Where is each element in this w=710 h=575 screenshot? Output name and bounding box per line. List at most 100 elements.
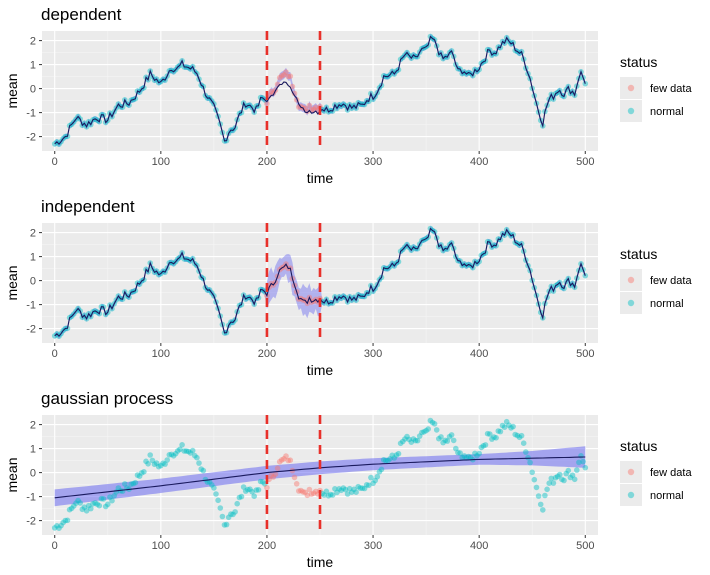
point-normal bbox=[531, 476, 538, 483]
point-normal bbox=[397, 440, 404, 447]
x-tick-label: 400 bbox=[470, 156, 488, 168]
point-normal bbox=[433, 427, 440, 433]
point-normal bbox=[506, 422, 512, 429]
point-few-data bbox=[276, 74, 283, 81]
point-normal bbox=[253, 487, 260, 493]
y-tick-label: 2 bbox=[30, 228, 36, 240]
legend-swatch-few-data bbox=[627, 84, 635, 92]
point-normal bbox=[259, 479, 266, 485]
point-few-data bbox=[300, 489, 306, 495]
point-normal bbox=[196, 460, 202, 466]
point-few-data bbox=[281, 456, 287, 462]
point-normal bbox=[554, 473, 561, 480]
legend-swatch-few-data bbox=[627, 276, 635, 284]
point-normal bbox=[338, 487, 345, 494]
point-normal bbox=[98, 495, 105, 502]
point-normal bbox=[438, 434, 444, 440]
y-tick-label: 0 bbox=[30, 84, 36, 96]
confidence-ribbon bbox=[54, 446, 586, 507]
x-tick-label: 400 bbox=[470, 348, 488, 360]
panel-1: dependent 0 100 200 300 400 500 -2 -1 0 1 2 time mean… bbox=[4, 5, 692, 186]
point-normal bbox=[245, 486, 251, 493]
point-normal bbox=[578, 453, 584, 459]
point-normal bbox=[540, 507, 546, 513]
point-normal bbox=[170, 453, 177, 459]
point-normal bbox=[552, 474, 559, 481]
y-axis-title: mean bbox=[4, 73, 20, 108]
point-few-data bbox=[285, 73, 292, 80]
point-normal bbox=[474, 452, 480, 459]
point-normal bbox=[147, 452, 153, 458]
point-normal bbox=[160, 460, 166, 467]
point-normal bbox=[372, 477, 379, 484]
point-normal bbox=[183, 448, 190, 454]
point-normal bbox=[136, 473, 143, 480]
x-tick-label: 200 bbox=[258, 348, 276, 360]
point-normal bbox=[393, 452, 400, 458]
point-normal bbox=[414, 437, 421, 444]
point-normal bbox=[395, 450, 402, 457]
point-few-data bbox=[270, 474, 277, 480]
point-normal bbox=[400, 438, 406, 445]
point-normal bbox=[325, 493, 332, 499]
point-normal bbox=[425, 426, 432, 432]
point-normal bbox=[177, 446, 183, 453]
point-normal bbox=[185, 448, 192, 455]
point-normal bbox=[361, 485, 368, 492]
point-normal bbox=[442, 437, 449, 444]
x-tick-label: 0 bbox=[52, 348, 58, 360]
point-normal bbox=[480, 443, 487, 449]
point-normal bbox=[200, 467, 207, 474]
point-normal bbox=[230, 511, 236, 518]
point-normal bbox=[461, 453, 468, 459]
point-few-data bbox=[268, 472, 275, 479]
point-normal bbox=[64, 517, 71, 524]
point-normal bbox=[90, 501, 96, 507]
point-normal bbox=[542, 492, 548, 499]
point-normal bbox=[582, 464, 589, 471]
point-normal bbox=[455, 449, 461, 456]
point-normal bbox=[533, 484, 540, 491]
point-normal bbox=[164, 457, 170, 463]
point-normal bbox=[427, 417, 434, 424]
point-normal bbox=[346, 485, 353, 492]
point-normal bbox=[92, 500, 98, 506]
point-normal bbox=[472, 450, 478, 457]
point-normal bbox=[368, 474, 374, 481]
point-normal bbox=[257, 478, 264, 485]
point-normal bbox=[54, 523, 60, 529]
point-normal bbox=[378, 466, 385, 473]
point-normal bbox=[321, 492, 328, 498]
x-tick-label: 300 bbox=[364, 540, 382, 552]
point-normal bbox=[374, 473, 381, 480]
point-normal bbox=[327, 491, 334, 498]
legend-label: normal bbox=[650, 490, 684, 502]
legend-swatch-normal bbox=[627, 107, 635, 115]
point-normal bbox=[410, 436, 417, 442]
point-normal bbox=[544, 486, 550, 493]
y-tick-label: -1 bbox=[26, 108, 36, 120]
point-normal bbox=[71, 503, 77, 509]
y-axis-title: mean bbox=[4, 265, 20, 300]
legend: status few data normal bbox=[620, 246, 692, 314]
point-normal bbox=[192, 452, 198, 459]
y-tick-label: 1 bbox=[30, 60, 36, 72]
point-few-data bbox=[302, 489, 308, 496]
y-tick-label: -1 bbox=[26, 492, 36, 504]
point-normal bbox=[219, 513, 226, 520]
point-few-data bbox=[293, 481, 300, 487]
point-normal bbox=[96, 502, 103, 509]
legend-key bbox=[620, 269, 642, 291]
point-normal bbox=[83, 508, 90, 514]
point-normal bbox=[512, 431, 518, 438]
point-normal bbox=[73, 500, 79, 507]
point-normal bbox=[497, 428, 504, 435]
legend-title: status bbox=[620, 438, 657, 454]
point-normal bbox=[155, 463, 162, 470]
point-normal bbox=[550, 480, 557, 486]
point-few-data bbox=[306, 486, 313, 493]
legend-swatch-normal bbox=[627, 491, 635, 499]
point-normal bbox=[132, 479, 139, 486]
panel-2: independent 0 100 200 300 400 500 -2 -1 0 1 2 time me… bbox=[4, 197, 692, 378]
y-tick-label: 0 bbox=[30, 276, 36, 288]
